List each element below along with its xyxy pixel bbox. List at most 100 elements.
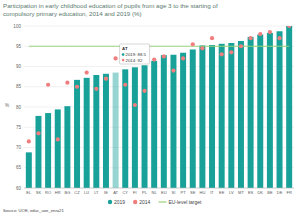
bar xyxy=(180,53,186,188)
legend-swatch xyxy=(108,200,112,204)
point xyxy=(258,32,262,36)
x-tick-label: SI xyxy=(172,190,176,195)
x-tick-label: LU xyxy=(84,190,89,195)
bar xyxy=(228,43,234,188)
tooltip-swatch xyxy=(122,53,125,56)
x-tick-label: DE xyxy=(277,190,283,195)
x-tick-label: BG xyxy=(65,190,71,195)
tooltip-line: 2019: 88.5 xyxy=(126,52,147,57)
point xyxy=(123,83,127,87)
point xyxy=(239,44,243,48)
point xyxy=(27,139,31,143)
point xyxy=(46,83,50,87)
point xyxy=(142,89,146,93)
y-tick-label: 90 xyxy=(16,64,22,69)
point xyxy=(249,36,253,40)
bar xyxy=(190,49,196,188)
tooltip-box xyxy=(120,44,150,64)
point xyxy=(133,103,137,107)
point xyxy=(114,56,118,60)
bar xyxy=(286,26,292,188)
chart: Participation in early childhood educati… xyxy=(0,0,300,215)
point xyxy=(85,70,89,74)
y-tick-label: 60 xyxy=(16,186,22,191)
x-tick-label: MT xyxy=(238,190,244,195)
x-tick-label: LT xyxy=(94,190,99,195)
point xyxy=(162,54,166,58)
point xyxy=(268,30,272,34)
x-tick-label: EE xyxy=(219,190,225,195)
subtitle: compulsory primary education, 2014 and 2… xyxy=(3,10,142,17)
x-tick-label: CY xyxy=(122,190,128,195)
bar xyxy=(122,69,128,188)
bar xyxy=(93,75,99,188)
bar xyxy=(238,41,244,188)
bar xyxy=(267,33,273,188)
y-tick-label: 85 xyxy=(16,84,22,89)
bar xyxy=(170,55,176,188)
bar xyxy=(35,116,41,188)
bar xyxy=(277,31,283,188)
bar xyxy=(161,55,167,188)
y-tick-label: 75 xyxy=(16,125,22,130)
bar xyxy=(84,78,90,188)
x-tick-label: EL xyxy=(26,190,32,195)
bar xyxy=(257,35,263,188)
target-line xyxy=(29,46,289,47)
bar xyxy=(64,106,70,188)
bar xyxy=(151,61,157,188)
point xyxy=(94,87,98,91)
x-tick-label: FR xyxy=(287,190,292,195)
point xyxy=(191,42,195,46)
grid-line xyxy=(24,46,294,47)
source: Source: UOE, educ_uoe_enra21 xyxy=(3,208,64,213)
legend-swatch xyxy=(158,201,166,202)
x-tick-label: NL xyxy=(152,190,158,195)
x-tick-label: HR xyxy=(55,190,61,195)
point xyxy=(200,46,204,50)
x-axis-line xyxy=(24,188,294,189)
point xyxy=(152,58,156,62)
point xyxy=(36,131,40,135)
point xyxy=(181,56,185,60)
point xyxy=(210,36,214,40)
tooltip-swatch xyxy=(122,59,125,62)
plot-area xyxy=(26,26,292,188)
x-tick-label: PT xyxy=(181,190,187,195)
x-tick-label: BE xyxy=(267,190,273,195)
point xyxy=(65,81,69,85)
x-tick-label: AT xyxy=(113,190,118,195)
x-tick-label: LV xyxy=(229,190,234,195)
bar xyxy=(142,65,148,188)
bar xyxy=(132,67,138,188)
legend-label: 2014 xyxy=(139,199,150,205)
bar xyxy=(219,44,225,188)
legend-label: EU-level target xyxy=(168,199,202,205)
bar xyxy=(209,45,215,188)
point xyxy=(220,52,224,56)
y-tick-label: 100 xyxy=(13,24,21,29)
x-tick-label: SE xyxy=(190,190,196,195)
point xyxy=(104,77,108,81)
bar xyxy=(113,73,119,188)
tooltip-title: AT xyxy=(122,46,128,51)
bar xyxy=(199,45,205,188)
x-tick-label: IT xyxy=(210,190,214,195)
point xyxy=(229,50,233,54)
legend-swatch xyxy=(133,200,137,204)
bar xyxy=(55,109,61,188)
x-tick-label: EU xyxy=(161,190,167,195)
bar xyxy=(248,37,254,188)
y-axis-label: % xyxy=(5,103,9,108)
x-tick-label: RO xyxy=(45,190,51,195)
y-tick-label: 95 xyxy=(16,44,22,49)
legend-label: 2019 xyxy=(114,199,125,205)
x-tick-label: PL xyxy=(142,190,148,195)
bar xyxy=(103,74,109,188)
tooltip-line: 2014: 92 xyxy=(126,58,143,63)
point xyxy=(75,85,79,89)
x-tick-label: HU xyxy=(200,190,206,195)
x-tick-label: SK xyxy=(36,190,42,195)
grid-line xyxy=(24,26,294,27)
x-tick-label: IE xyxy=(104,190,108,195)
